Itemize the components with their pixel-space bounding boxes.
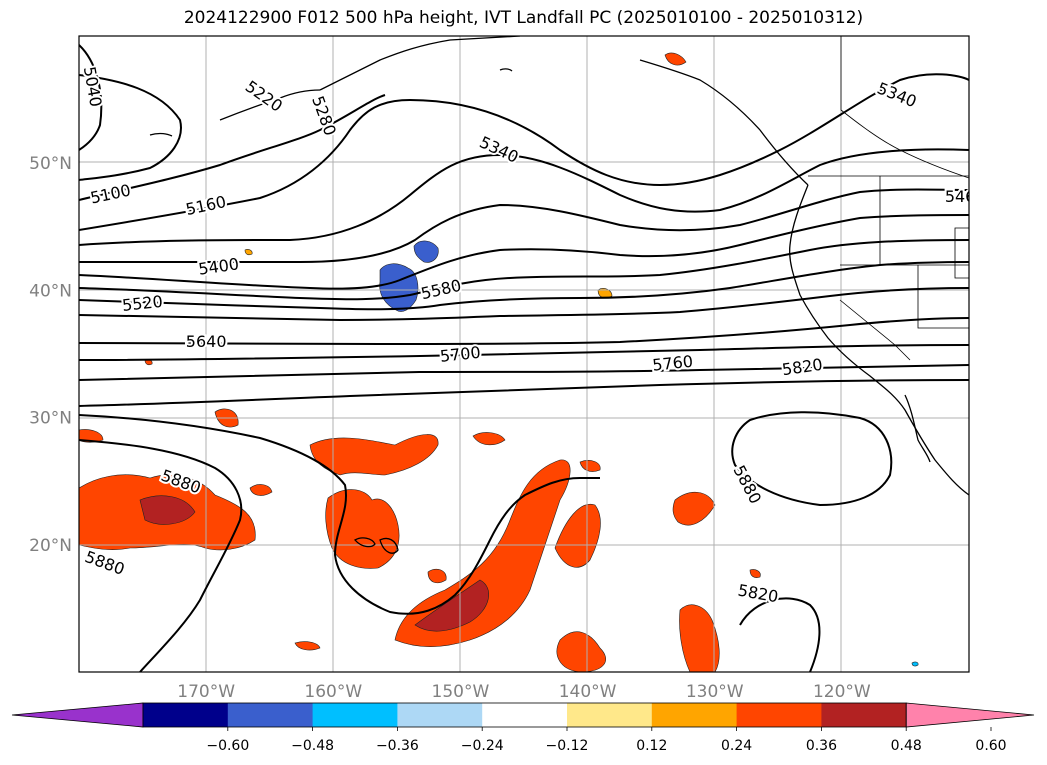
lon-tick-label: 170°W	[177, 682, 235, 702]
lon-tick-label: 120°W	[813, 682, 871, 702]
colorbar-segment	[227, 703, 314, 727]
colorbar-outline	[142, 702, 907, 728]
contour-label: 5280	[308, 93, 340, 138]
contour-label: 5400	[197, 254, 240, 278]
contour-label: 5520	[121, 292, 163, 315]
contour-label: 5340	[874, 78, 919, 111]
colorbar-tick-label: 0.12	[636, 738, 667, 754]
contour-label: 5580	[419, 276, 463, 304]
colorbar-segment	[736, 703, 822, 727]
colorbar-tick-label: −0.12	[546, 738, 589, 754]
lat-tick-label: 40°N	[29, 281, 72, 301]
lon-tick-label: 130°W	[686, 682, 744, 702]
colorbar-segment	[651, 703, 738, 727]
colorbar-segment	[143, 703, 229, 727]
lon-tick-label: 160°W	[304, 682, 362, 702]
contour-label: 5820	[736, 581, 779, 607]
contour-label: 5880	[729, 462, 765, 507]
map-title: 2024122900 F012 500 hPa height, IVT Land…	[183, 8, 864, 28]
height-contours	[79, 44, 969, 672]
contour-label: 5700	[439, 343, 481, 366]
colorbar-segment	[567, 703, 653, 727]
contour-label: 5220	[242, 77, 286, 116]
contour-label: 5640	[186, 332, 227, 351]
contour-label: 5880	[82, 547, 127, 579]
colorbar-tick-label: −0.48	[291, 738, 334, 754]
latitude-labels: 50°N 40°N 30°N 20°N	[29, 154, 72, 556]
lon-tick-label: 150°W	[432, 682, 490, 702]
colorbar-segment	[482, 703, 568, 727]
lat-tick-label: 50°N	[29, 154, 72, 174]
longitude-labels: 170°W 160°W 150°W 140°W 130°W 120°W	[177, 682, 871, 702]
colorbar-tick-label: −0.24	[461, 738, 504, 754]
colorbar-tick-label: 0.36	[806, 738, 837, 754]
lon-tick-label: 140°W	[559, 682, 617, 702]
contour-label: 5040	[80, 65, 106, 108]
colorbar-segment	[821, 703, 907, 727]
lat-tick-label: 20°N	[29, 536, 72, 556]
colorbar-extend-right	[905, 702, 1035, 728]
colorbar-segment	[397, 703, 483, 727]
map-frame	[78, 35, 970, 673]
contour-label: 5820	[781, 355, 824, 379]
coastlines	[149, 36, 969, 554]
colorbar-tick-label: 0.60	[975, 738, 1006, 754]
colorbar	[11, 702, 1035, 728]
gridlines	[79, 36, 969, 672]
contour-label: 546	[945, 187, 976, 206]
colorbar-tick-label: 0.24	[721, 738, 752, 754]
contour-label: 5100	[89, 180, 133, 207]
colorbar-segment	[312, 703, 398, 727]
colorbar-tick-label: −0.36	[376, 738, 419, 754]
colorbar-tick-label: −0.60	[206, 738, 249, 754]
contour-label: 5160	[184, 192, 228, 219]
colorbar-extend-left	[11, 702, 144, 728]
colorbar-tick-labels: −0.60 −0.48 −0.36 −0.24 −0.12 0.12 0.24 0.36 0.4…	[206, 727, 1007, 754]
lat-tick-label: 30°N	[29, 409, 72, 429]
colorbar-tick-label: 0.48	[891, 738, 922, 754]
